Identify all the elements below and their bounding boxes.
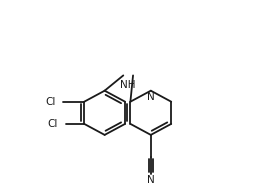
Text: Cl: Cl: [47, 119, 57, 129]
Text: Cl: Cl: [45, 97, 55, 107]
Text: N: N: [147, 92, 155, 102]
Text: NH: NH: [120, 80, 135, 90]
Text: N: N: [147, 175, 155, 185]
